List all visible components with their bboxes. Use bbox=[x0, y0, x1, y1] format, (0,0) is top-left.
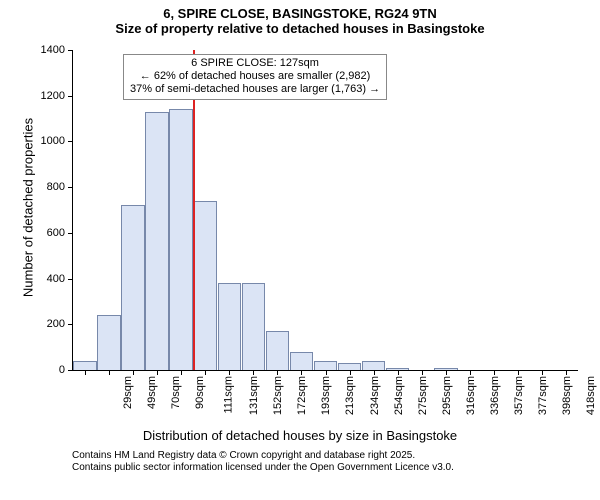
y-tick-label: 1400 bbox=[41, 44, 73, 56]
histogram-bar bbox=[290, 352, 314, 370]
x-tick bbox=[446, 370, 447, 375]
histogram-bar bbox=[97, 315, 121, 370]
x-tick bbox=[470, 370, 471, 375]
x-tick-label: 111sqm bbox=[223, 376, 235, 414]
x-tick bbox=[157, 370, 158, 375]
y-tick-label: 400 bbox=[47, 273, 73, 285]
x-tick bbox=[277, 370, 278, 375]
x-tick-label: 70sqm bbox=[170, 376, 182, 409]
x-tick-label: 172sqm bbox=[296, 376, 308, 415]
y-tick-label: 1200 bbox=[41, 90, 73, 102]
x-tick bbox=[422, 370, 423, 375]
histogram-bar bbox=[314, 361, 338, 370]
chart-caption: Contains HM Land Registry data © Crown c… bbox=[72, 450, 454, 474]
x-tick-label: 49sqm bbox=[146, 376, 158, 409]
histogram-bar bbox=[121, 205, 145, 370]
x-tick bbox=[518, 370, 519, 375]
x-tick-label: 254sqm bbox=[393, 376, 405, 415]
title-line2: Size of property relative to detached ho… bbox=[0, 21, 600, 36]
x-tick bbox=[229, 370, 230, 375]
x-tick bbox=[109, 370, 110, 375]
x-tick-label: 131sqm bbox=[248, 376, 260, 415]
x-tick bbox=[374, 370, 375, 375]
title-line1: 6, SPIRE CLOSE, BASINGSTOKE, RG24 9TN bbox=[0, 6, 600, 21]
histogram-bar bbox=[169, 109, 193, 370]
x-tick-label: 152sqm bbox=[272, 376, 284, 415]
histogram-bar bbox=[145, 112, 169, 370]
annotation-line: ← 62% of detached houses are smaller (2,… bbox=[130, 70, 380, 83]
x-tick-label: 316sqm bbox=[465, 376, 477, 415]
y-tick-label: 600 bbox=[47, 227, 73, 239]
x-tick bbox=[542, 370, 543, 375]
y-tick-label: 0 bbox=[59, 364, 73, 376]
x-tick-label: 418sqm bbox=[585, 376, 597, 415]
x-axis-label: Distribution of detached houses by size … bbox=[0, 428, 600, 443]
x-tick bbox=[133, 370, 134, 375]
y-tick-label: 800 bbox=[47, 181, 73, 193]
x-tick bbox=[398, 370, 399, 375]
x-tick bbox=[181, 370, 182, 375]
x-tick-label: 357sqm bbox=[513, 376, 525, 415]
caption-line1: Contains HM Land Registry data © Crown c… bbox=[72, 450, 454, 462]
chart-plot-area: 020040060080010001200140029sqm49sqm70sqm… bbox=[72, 50, 578, 371]
x-tick bbox=[301, 370, 302, 375]
x-tick-label: 213sqm bbox=[345, 376, 357, 415]
x-tick-label: 234sqm bbox=[369, 376, 381, 415]
x-tick bbox=[326, 370, 327, 375]
annotation-box: 6 SPIRE CLOSE: 127sqm← 62% of detached h… bbox=[123, 54, 387, 100]
x-tick bbox=[494, 370, 495, 375]
histogram-bar bbox=[193, 201, 217, 370]
x-tick-label: 295sqm bbox=[441, 376, 453, 415]
x-tick-label: 193sqm bbox=[321, 376, 333, 415]
x-tick-label: 29sqm bbox=[122, 376, 134, 409]
x-tick-label: 377sqm bbox=[537, 376, 549, 415]
y-axis-label: Number of detached properties bbox=[21, 108, 36, 308]
x-tick-label: 336sqm bbox=[489, 376, 501, 415]
histogram-bar bbox=[218, 283, 242, 370]
page-title: 6, SPIRE CLOSE, BASINGSTOKE, RG24 9TN Si… bbox=[0, 6, 600, 36]
x-tick-label: 398sqm bbox=[561, 376, 573, 415]
x-tick-label: 90sqm bbox=[194, 376, 206, 409]
annotation-title: 6 SPIRE CLOSE: 127sqm bbox=[130, 57, 380, 70]
histogram-bar bbox=[266, 331, 290, 370]
x-tick bbox=[205, 370, 206, 375]
x-tick bbox=[85, 370, 86, 375]
histogram-bar bbox=[73, 361, 97, 370]
x-tick bbox=[566, 370, 567, 375]
x-tick bbox=[253, 370, 254, 375]
y-tick-label: 200 bbox=[47, 318, 73, 330]
caption-line2: Contains public sector information licen… bbox=[72, 462, 454, 474]
histogram-bar bbox=[338, 363, 362, 370]
histogram-bar bbox=[242, 283, 266, 370]
x-tick bbox=[350, 370, 351, 375]
annotation-line: 37% of semi-detached houses are larger (… bbox=[130, 83, 380, 96]
histogram-bar bbox=[362, 361, 386, 370]
y-tick-label: 1000 bbox=[41, 135, 73, 147]
x-tick-label: 275sqm bbox=[417, 376, 429, 415]
